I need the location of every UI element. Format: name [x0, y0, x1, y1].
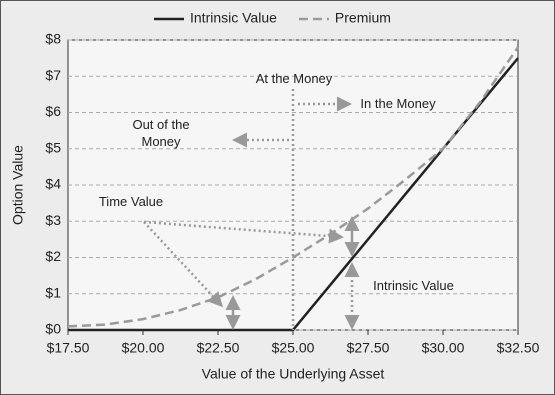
x-tick-label: $25.00 — [272, 340, 315, 356]
y-tick-label: $5 — [45, 139, 61, 155]
y-tick-label: $7 — [45, 67, 61, 83]
x-tick-label: $17.50 — [47, 340, 90, 356]
y-tick-label: $6 — [45, 103, 61, 119]
y-tick-label: $8 — [45, 31, 61, 47]
y-tick-label: $3 — [45, 212, 61, 228]
annotation: Time Value — [98, 194, 164, 209]
x-tick-label: $32.50 — [497, 340, 540, 356]
y-tick-label: $1 — [45, 284, 61, 300]
x-axis-label: Value of the Underlying Asset — [202, 366, 385, 382]
y-tick-label: $0 — [45, 321, 61, 337]
x-tick-label: $27.50 — [347, 340, 390, 356]
series-line — [67, 46, 520, 328]
annotation: At the Money — [255, 71, 333, 86]
y-tick-label: $4 — [45, 176, 61, 192]
x-tick-label: $20.00 — [122, 340, 165, 356]
x-tick-label: $22.50 — [197, 340, 240, 356]
annotation-arrows — [143, 89, 360, 330]
annotation: In the Money — [360, 96, 436, 111]
y-tick-label: $2 — [45, 248, 61, 264]
legend-label: Premium — [335, 10, 391, 26]
y-axis-label: Option Value — [10, 145, 26, 225]
x-tick-label: $30.00 — [422, 340, 465, 356]
legend-label: Intrinsic Value — [190, 10, 277, 26]
annotation: Out of the Money — [132, 117, 190, 149]
annotation: Intrinsic Value — [373, 278, 454, 293]
